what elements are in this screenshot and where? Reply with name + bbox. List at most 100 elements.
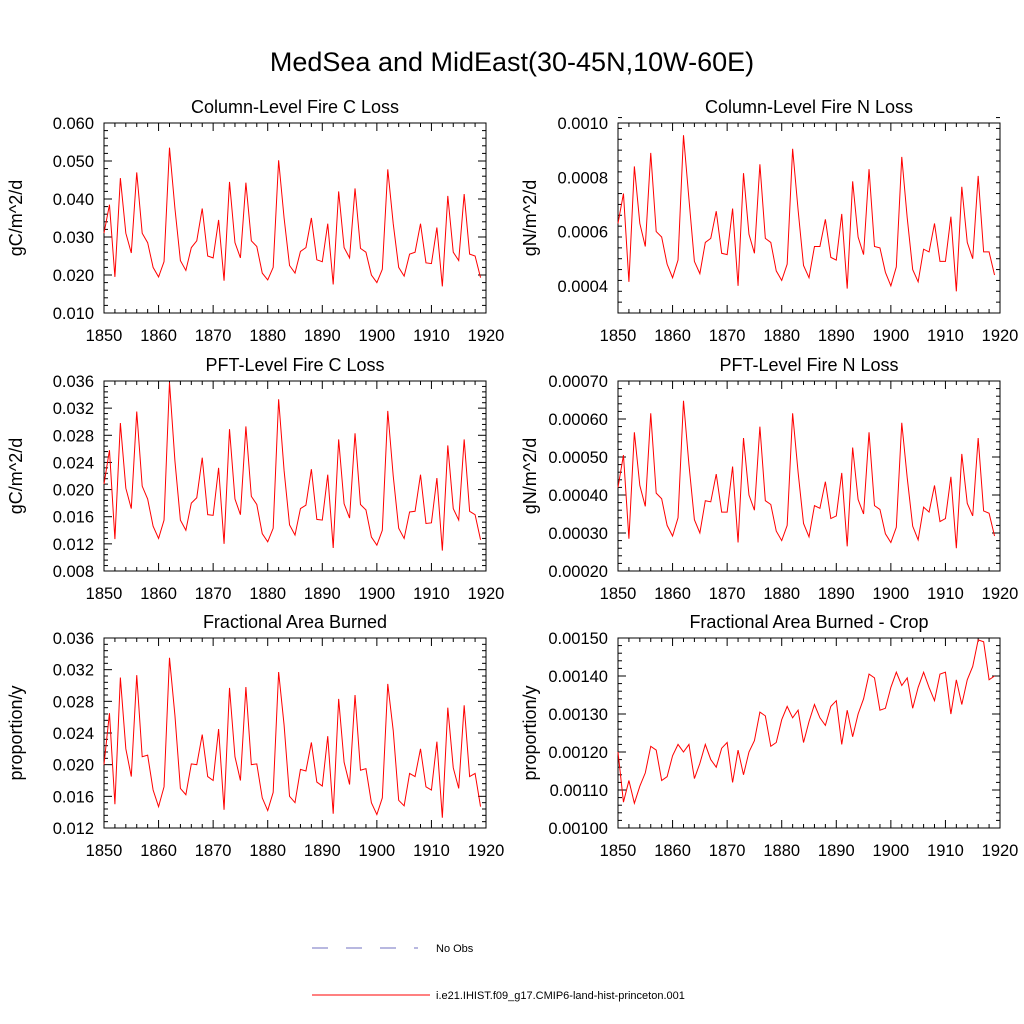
panel-title: Column-Level Fire C Loss xyxy=(191,97,399,117)
main-title: MedSea and MidEast(30-45N,10W-60E) xyxy=(269,47,755,77)
x-tick-label: 1920 xyxy=(468,842,505,860)
x-tick-label: 1870 xyxy=(195,842,232,860)
x-tick-label: 1860 xyxy=(654,842,691,860)
x-tick-label: 1860 xyxy=(654,585,691,603)
panel-title: Fractional Area Burned - Crop xyxy=(689,612,928,632)
y-tick-label: 0.024 xyxy=(53,725,94,743)
y-tick-label: 0.00060 xyxy=(548,411,608,429)
y-tick-label: 0.00040 xyxy=(548,487,608,505)
y-tick-label: 0.024 xyxy=(53,454,94,472)
x-tick-label: 1900 xyxy=(358,585,395,603)
y-tick-label: 0.060 xyxy=(53,115,94,133)
plot-frame xyxy=(103,637,487,829)
x-tick-label: 1890 xyxy=(818,585,855,603)
y-tick-label: 0.0004 xyxy=(558,278,608,296)
x-tick-label: 1910 xyxy=(927,842,964,860)
x-tick-label: 1860 xyxy=(140,585,177,603)
y-tick-label: 0.00070 xyxy=(548,373,608,391)
y-axis-label: proportion/y xyxy=(520,685,540,780)
x-tick-label: 1910 xyxy=(413,585,450,603)
y-axis-label: proportion/y xyxy=(6,685,26,780)
y-tick-label: 0.008 xyxy=(53,563,94,581)
x-tick-label: 1910 xyxy=(413,327,450,345)
x-tick-label: 1870 xyxy=(709,585,746,603)
y-tick-label: 0.036 xyxy=(53,630,94,648)
plot-frame xyxy=(617,122,1001,314)
x-tick-label: 1910 xyxy=(413,842,450,860)
x-tick-label: 1890 xyxy=(818,842,855,860)
y-tick-label: 0.00110 xyxy=(550,782,608,800)
x-tick-label: 1920 xyxy=(468,327,505,345)
x-tick-label: 1900 xyxy=(872,327,909,345)
series-line-1 xyxy=(617,400,996,549)
y-tick-label: 0.00020 xyxy=(548,563,608,581)
y-tick-label: 0.0008 xyxy=(558,169,608,187)
y-tick-label: 0.00140 xyxy=(548,668,608,686)
x-tick-label: 1900 xyxy=(872,842,909,860)
x-tick-label: 1850 xyxy=(86,842,123,860)
y-tick-label: 0.012 xyxy=(53,536,94,554)
x-tick-label: 1890 xyxy=(304,842,341,860)
panel-title: PFT-Level Fire N Loss xyxy=(719,355,898,375)
y-tick-label: 0.050 xyxy=(53,153,94,171)
x-tick-label: 1880 xyxy=(249,842,286,860)
x-tick-label: 1870 xyxy=(195,327,232,345)
y-tick-label: 0.00150 xyxy=(548,630,608,648)
x-tick-label: 1890 xyxy=(818,327,855,345)
y-tick-label: 0.028 xyxy=(53,427,94,445)
y-tick-label: 0.028 xyxy=(53,693,94,711)
y-tick-label: 0.00050 xyxy=(548,449,608,467)
y-tick-label: 0.020 xyxy=(53,482,94,500)
y-axis-label: gN/m^2/d xyxy=(520,438,540,514)
y-tick-label: 0.040 xyxy=(53,191,94,209)
y-tick-label: 0.010 xyxy=(53,305,94,323)
plot-frame xyxy=(103,380,487,572)
plot-frame xyxy=(617,637,1001,829)
chart-panel-3: PFT-Level Fire C Loss gC/m^2/d 1850 1860 187… xyxy=(6,355,504,603)
x-tick-label: 1880 xyxy=(249,585,286,603)
x-tick-label: 1890 xyxy=(304,585,341,603)
plot-frame xyxy=(103,122,487,314)
x-tick-label: 1920 xyxy=(982,842,1019,860)
series-line-1 xyxy=(617,135,996,292)
x-tick-label: 1910 xyxy=(927,327,964,345)
legend: No Obs i.e21.IHIST.f09_g17.CMIP6-land-hi… xyxy=(312,943,685,1002)
y-tick-label: 0.0010 xyxy=(558,115,608,133)
y-tick-label: 0.00100 xyxy=(548,820,608,838)
y-tick-label: 0.00120 xyxy=(548,744,608,762)
y-tick-label: 0.020 xyxy=(53,267,94,285)
y-tick-label: 0.036 xyxy=(53,373,94,391)
x-tick-label: 1920 xyxy=(468,585,505,603)
panel-title: Fractional Area Burned xyxy=(203,612,387,632)
x-tick-label: 1900 xyxy=(872,585,909,603)
series-line-1 xyxy=(103,657,482,818)
x-tick-label: 1920 xyxy=(982,585,1019,603)
series-line-1 xyxy=(103,147,482,287)
x-tick-label: 1890 xyxy=(304,327,341,345)
panels-group: Column-Level Fire C Loss gC/m^2/d 1850 1860… xyxy=(6,97,1018,860)
y-tick-label: 0.00030 xyxy=(548,525,608,543)
legend-model-label: i.e21.IHIST.f09_g17.CMIP6-land-hist-prin… xyxy=(436,990,685,1002)
x-tick-label: 1880 xyxy=(249,327,286,345)
y-tick-label: 0.032 xyxy=(53,662,94,680)
x-tick-label: 1860 xyxy=(140,842,177,860)
plot-frame xyxy=(617,380,1001,572)
x-tick-label: 1870 xyxy=(709,327,746,345)
y-tick-label: 0.012 xyxy=(53,820,94,838)
y-axis-label: gN/m^2/d xyxy=(520,180,540,256)
x-tick-label: 1850 xyxy=(600,327,637,345)
chart-panel-6: Fractional Area Burned - Crop proportion/… xyxy=(520,612,1018,860)
x-tick-label: 1850 xyxy=(600,585,637,603)
x-tick-label: 1900 xyxy=(358,842,395,860)
chart-panel-4: PFT-Level Fire N Loss gN/m^2/d 1850 1860 187… xyxy=(520,355,1018,603)
x-tick-label: 1900 xyxy=(358,327,395,345)
y-tick-label: 0.016 xyxy=(53,509,94,527)
x-tick-label: 1850 xyxy=(86,585,123,603)
series-line-1 xyxy=(617,639,995,806)
panel-title: PFT-Level Fire C Loss xyxy=(205,355,384,375)
chart-panel-1: Column-Level Fire C Loss gC/m^2/d 1850 1860… xyxy=(6,97,504,345)
x-tick-label: 1880 xyxy=(763,327,800,345)
x-tick-label: 1850 xyxy=(600,842,637,860)
y-axis-label: gC/m^2/d xyxy=(6,438,26,514)
x-tick-label: 1880 xyxy=(763,842,800,860)
